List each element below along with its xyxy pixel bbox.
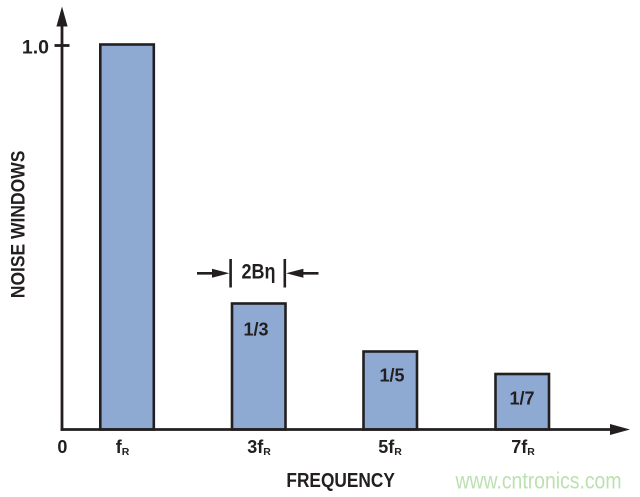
svg-text:0: 0 [57,437,67,457]
svg-text:1/7: 1/7 [509,389,534,409]
svg-text:1.0: 1.0 [22,36,49,58]
svg-text:1/5: 1/5 [379,366,404,386]
svg-text:7fR: 7fR [511,437,535,458]
svg-text:5fR: 5fR [378,437,402,458]
svg-text:fR: fR [116,437,130,458]
svg-text:FREQUENCY: FREQUENCY [286,470,395,492]
svg-text:2Bη: 2Bη [242,259,276,283]
svg-text:NOISE WINDOWS: NOISE WINDOWS [9,151,30,299]
svg-text:www.cntronics.com: www.cntronics.com [455,468,622,494]
svg-text:1/3: 1/3 [243,320,268,340]
svg-text:3fR: 3fR [247,437,271,458]
